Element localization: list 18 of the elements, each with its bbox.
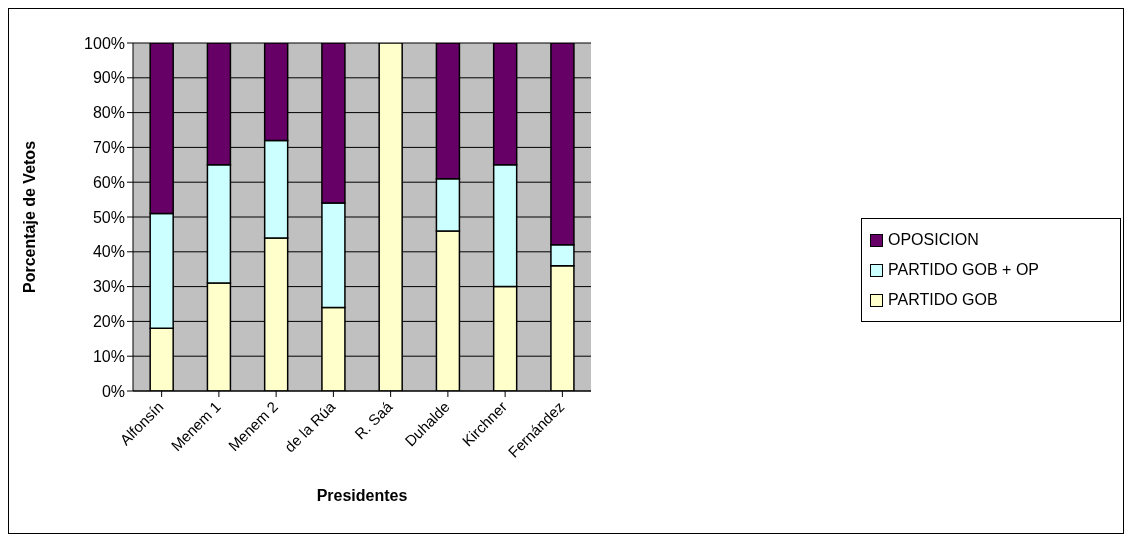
y-tick-label: 20% [92, 313, 125, 331]
x-axis-title: Presidentes [316, 487, 408, 504]
y-tick-label: 50% [92, 208, 125, 226]
y-axis-title: Porcentaje de Vetos [20, 140, 38, 294]
y-tick-label: 30% [92, 278, 125, 296]
y-tick-label: 70% [92, 139, 125, 157]
y-tick-label: 80% [92, 104, 125, 122]
y-tick-label: 10% [92, 347, 125, 365]
y-tick-label: 100% [84, 34, 125, 52]
y-tick-label: 60% [92, 173, 125, 191]
y-tick-label: 0% [101, 382, 125, 400]
legend-label: OPOSICION [888, 231, 979, 249]
legend-label: PARTIDO GOB [888, 291, 998, 309]
legend-label: PARTIDO GOB + OP [888, 261, 1039, 279]
y-tick-label: 90% [92, 69, 125, 87]
y-tick-label: 40% [92, 243, 125, 261]
x-tick-label: R. Saá [351, 397, 397, 443]
x-tick-label: de la Rúa [280, 397, 339, 456]
